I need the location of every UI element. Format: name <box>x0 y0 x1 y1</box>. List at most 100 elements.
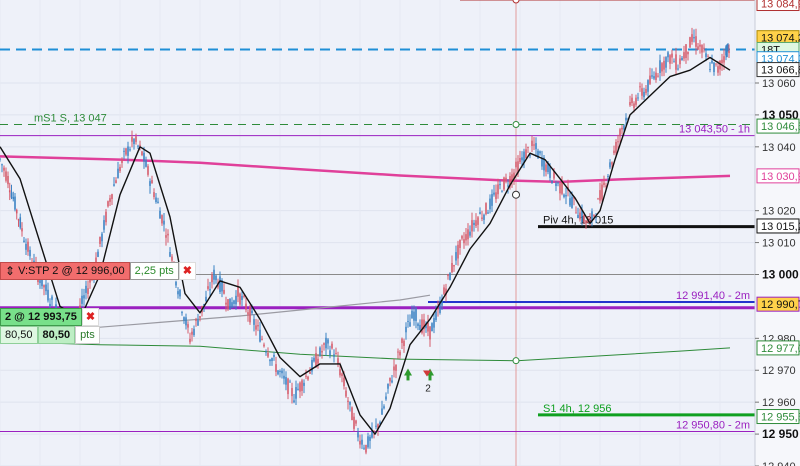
candle-body <box>395 364 397 371</box>
candle-body <box>667 52 669 58</box>
price-tag: 13 046,5 <box>756 118 800 134</box>
candle-body <box>41 275 43 287</box>
candle-body <box>613 150 615 154</box>
candle-body <box>113 184 115 186</box>
candle-body <box>129 149 131 151</box>
candle-body <box>721 59 723 64</box>
price-tag-box <box>756 340 800 356</box>
candle-body <box>499 184 501 186</box>
stop-order-label[interactable]: ⇕ V:STP 2 @ 12 996,00 <box>0 262 130 280</box>
candle-body <box>387 383 389 389</box>
candle-body <box>169 251 171 257</box>
candle-body <box>299 382 301 392</box>
candle-body <box>183 317 185 321</box>
candle-body <box>459 239 461 248</box>
candle-body <box>79 305 81 309</box>
buy-arrow-icon-stem <box>406 375 410 381</box>
candle-body <box>445 288 447 296</box>
candle-body <box>221 280 223 292</box>
candle-body <box>327 339 329 344</box>
price-axis-label: 13 000 <box>762 267 799 281</box>
candle-body <box>651 75 653 77</box>
candle-body <box>23 240 25 243</box>
trade-markers[interactable]: 2 <box>404 368 434 394</box>
candle-body <box>239 293 241 305</box>
candle-body <box>241 295 243 300</box>
cursor-handle[interactable] <box>512 190 520 199</box>
position-ticket[interactable]: 2 @ 12 993,75 ✖ <box>0 308 100 326</box>
price-tag-label: 12 977,0 <box>761 343 800 355</box>
candle-body <box>485 203 487 215</box>
candle-body <box>719 60 721 70</box>
candle-body <box>421 319 423 333</box>
candle-body <box>541 157 543 167</box>
price-axis-label: 13 060 <box>762 78 796 90</box>
candle-body <box>189 338 191 343</box>
candle-body <box>529 154 531 157</box>
candle-body <box>377 424 379 429</box>
candle-body <box>403 340 405 347</box>
position-close-icon[interactable]: ✖ <box>81 308 100 326</box>
candle-body <box>397 351 399 353</box>
candle-body <box>10 192 13 198</box>
candle-body <box>275 364 277 372</box>
candle-body <box>225 302 227 305</box>
trade-arrows-icon[interactable]: 2 <box>423 368 434 394</box>
candle-body <box>21 228 23 232</box>
candle-body <box>95 257 97 266</box>
candle-body <box>659 60 661 74</box>
candle-body <box>231 302 233 308</box>
candle-body <box>131 136 133 142</box>
candle-body <box>597 198 599 200</box>
candle-body <box>465 234 467 241</box>
buy-arrow-icon[interactable] <box>404 368 412 381</box>
candle-body <box>391 380 393 383</box>
position-label[interactable]: 2 @ 12 993,75 <box>0 308 82 326</box>
candle-body <box>607 176 609 178</box>
candle-body <box>623 125 625 130</box>
price-tag-label: 13 084,9 <box>761 0 800 11</box>
candle-body <box>429 326 431 340</box>
candle-body <box>685 44 687 59</box>
candle-body <box>531 140 533 147</box>
price-tag-box <box>756 0 800 12</box>
candle-body <box>713 62 715 73</box>
candle-body <box>181 312 183 314</box>
candle-body <box>103 220 105 230</box>
candle-body <box>655 72 657 80</box>
candle-body <box>289 381 291 383</box>
red-level-handle[interactable] <box>512 0 520 4</box>
price-axis-label: 12 970 <box>762 365 796 377</box>
stop-order-close-icon[interactable]: ✖ <box>178 262 196 280</box>
candle-body <box>197 319 199 326</box>
candle-body <box>417 323 419 327</box>
candle-body <box>119 166 121 172</box>
candle-body <box>141 151 143 156</box>
pink-moving-average <box>0 155 731 184</box>
candle-body <box>295 387 297 399</box>
candle-body <box>363 447 365 449</box>
candle-body <box>517 161 519 174</box>
plot-background <box>0 0 755 466</box>
candle-body <box>285 377 287 385</box>
candle-body <box>513 172 515 179</box>
stop-order-ticket[interactable]: ⇕ V:STP 2 @ 12 996,00 2,25 pts ✖ <box>0 262 196 280</box>
candle-body <box>125 148 127 155</box>
candle-body <box>611 162 613 165</box>
candle-body <box>281 370 283 374</box>
candle-body <box>49 303 51 307</box>
candle-body <box>539 151 541 154</box>
candle-body <box>213 269 215 280</box>
up-down-arrow-icon[interactable]: ⇕ <box>5 264 16 278</box>
candle-body <box>251 310 253 314</box>
candle-body <box>133 139 135 145</box>
candle-body <box>661 63 663 72</box>
candle-body <box>353 416 355 429</box>
green-ma-handle[interactable] <box>512 357 520 365</box>
candle-body <box>97 251 99 257</box>
candle-body <box>347 400 349 403</box>
ms1-handle[interactable] <box>512 120 520 128</box>
candle-body <box>455 252 457 261</box>
